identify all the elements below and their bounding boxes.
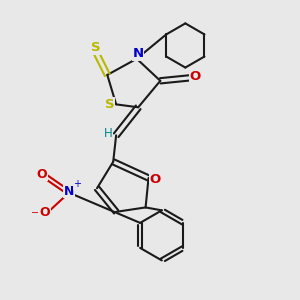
- Text: N: N: [64, 185, 74, 198]
- Text: +: +: [73, 179, 81, 190]
- Text: O: O: [37, 168, 47, 181]
- Text: O: O: [189, 70, 201, 83]
- Text: N: N: [133, 47, 144, 60]
- Text: S: S: [105, 98, 115, 111]
- Text: −: −: [31, 208, 39, 218]
- Text: S: S: [91, 41, 100, 54]
- Text: H: H: [103, 127, 112, 140]
- Text: O: O: [39, 206, 50, 219]
- Text: O: O: [149, 173, 161, 186]
